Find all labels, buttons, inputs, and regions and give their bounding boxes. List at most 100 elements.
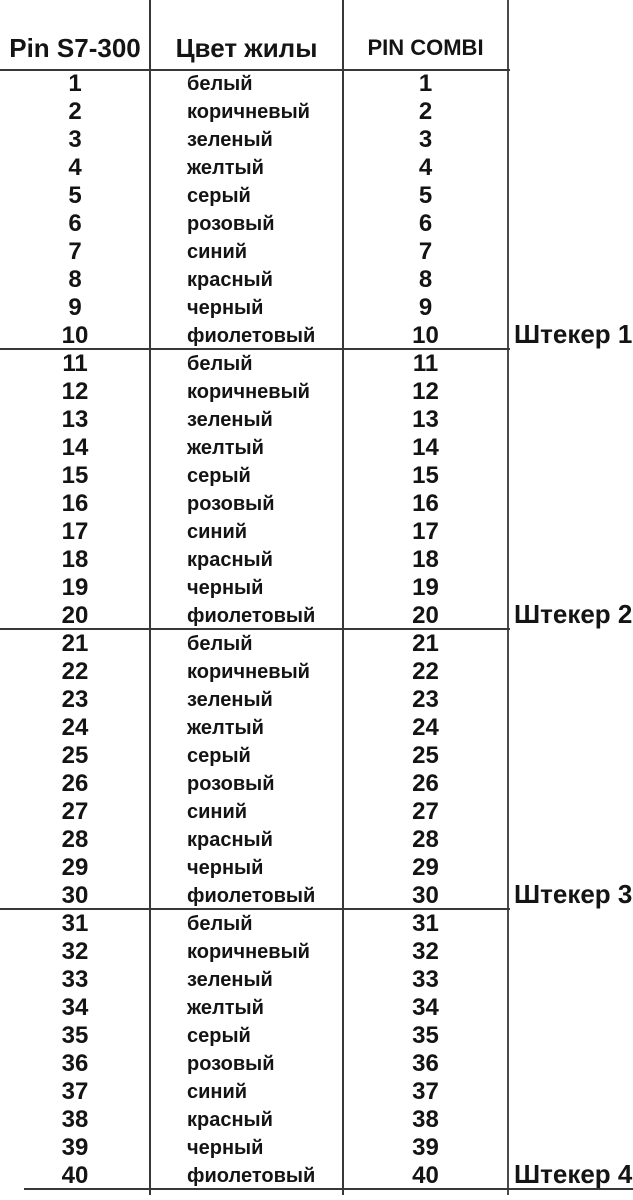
wire-color-cell: коричневый bbox=[187, 941, 310, 963]
wire-color-cell: фиолетовый bbox=[187, 1165, 316, 1187]
table-row: 15 серый 15 bbox=[0, 462, 633, 490]
table-row: 36 розовый 36 bbox=[0, 1050, 633, 1078]
pin-s7-cell: 18 bbox=[61, 546, 89, 573]
table-row: 24 желтый 24 bbox=[0, 714, 633, 742]
pin-s7-cell: 19 bbox=[61, 574, 89, 601]
table-row: 19 черный 19 bbox=[0, 574, 633, 602]
pin-s7-cell: 40 bbox=[61, 1162, 89, 1189]
wire-color-cell: серый bbox=[187, 1025, 251, 1047]
table-row: 25 серый 25 bbox=[0, 742, 633, 770]
pin-combi-cell: 2 bbox=[418, 98, 433, 125]
pin-s7-cell: 28 bbox=[61, 826, 89, 853]
table-row: 26 розовый 26 bbox=[0, 770, 633, 798]
pin-combi-cell: 27 bbox=[412, 798, 439, 825]
table-row: 34 желтый 34 bbox=[0, 994, 633, 1022]
wire-color-cell: белый bbox=[187, 913, 253, 935]
pin-combi-cell: 7 bbox=[418, 238, 433, 265]
pin-s7-cell: 15 bbox=[61, 462, 89, 489]
pin-s7-cell: 11 bbox=[62, 350, 88, 377]
pin-s7-cell: 8 bbox=[68, 266, 82, 293]
pin-combi-cell: 38 bbox=[412, 1106, 439, 1133]
pin-s7-cell: 35 bbox=[61, 1022, 89, 1049]
pin-combi-cell: 1 bbox=[418, 70, 433, 97]
pin-combi-cell: 19 bbox=[412, 574, 439, 601]
section-separator-line bbox=[24, 1188, 633, 1190]
wire-color-cell: коричневый bbox=[187, 101, 310, 123]
wire-color-cell: синий bbox=[187, 801, 248, 823]
pin-combi-cell: 4 bbox=[418, 154, 433, 181]
table-row: 28 красный 28 bbox=[0, 826, 633, 854]
wire-color-cell: фиолетовый bbox=[187, 605, 316, 627]
pin-combi-cell: 18 bbox=[412, 546, 439, 573]
pin-combi-cell: 29 bbox=[412, 854, 439, 881]
wire-color-cell: желтый bbox=[187, 157, 264, 179]
wire-color-cell: красный bbox=[187, 549, 273, 571]
pin-s7-cell: 5 bbox=[68, 182, 82, 209]
table-row: 29 черный 29 bbox=[0, 854, 633, 882]
pin-s7-cell: 36 bbox=[61, 1050, 89, 1077]
wire-color-cell: белый bbox=[187, 73, 253, 95]
wire-color-cell: зеленый bbox=[187, 409, 273, 431]
pin-combi-cell: 12 bbox=[412, 378, 439, 405]
header-underline bbox=[0, 69, 510, 71]
pin-combi-cell: 31 bbox=[412, 910, 439, 937]
table-row: 20 фиолетовый 20 bbox=[0, 602, 633, 630]
plug-section: 31 белый 31 32 коричневый 32 33 зеленый 33 34 желт… bbox=[0, 910, 633, 1190]
pin-s7-cell: 24 bbox=[61, 714, 89, 741]
table-row: 11 белый 11 bbox=[0, 350, 633, 378]
header-wire-color: Цвет жилы bbox=[175, 33, 318, 63]
table-row: 2 коричневый 2 bbox=[0, 98, 633, 126]
table-row: 4 желтый 4 bbox=[0, 154, 633, 182]
pin-s7-cell: 37 bbox=[61, 1078, 89, 1105]
wire-color-cell: зеленый bbox=[187, 689, 273, 711]
pin-combi-cell: 6 bbox=[418, 210, 433, 237]
plug-section: 21 белый 21 22 коричневый 22 23 зеленый 23 24 желт… bbox=[0, 630, 633, 910]
section-separator-line bbox=[0, 348, 510, 350]
wire-color-cell: красный bbox=[187, 269, 273, 291]
table-row: 7 синий 7 bbox=[0, 238, 633, 266]
pin-combi-cell: 40 bbox=[412, 1162, 439, 1189]
wire-color-cell: зеленый bbox=[187, 129, 273, 151]
table-row: 16 розовый 16 bbox=[0, 490, 633, 518]
pin-s7-cell: 12 bbox=[61, 378, 89, 405]
table-row: 9 черный 9 bbox=[0, 294, 633, 322]
pin-s7-cell: 9 bbox=[68, 294, 82, 321]
pin-combi-cell: 9 bbox=[418, 294, 433, 321]
table-header-row: Pin S7-300 Цвет жилы PIN COMBI bbox=[0, 0, 633, 70]
wire-color-cell: серый bbox=[187, 185, 251, 207]
pin-s7-cell: 39 bbox=[61, 1134, 89, 1161]
table-row: 3 зеленый 3 bbox=[0, 126, 633, 154]
pin-combi-cell: 11 bbox=[412, 350, 439, 377]
pin-combi-cell: 39 bbox=[412, 1134, 439, 1161]
pin-s7-cell: 17 bbox=[61, 518, 89, 545]
pin-combi-cell: 23 bbox=[412, 686, 439, 713]
pin-combi-cell: 30 bbox=[412, 882, 439, 909]
table-row: 31 белый 31 bbox=[0, 910, 633, 938]
pin-combi-cell: 36 bbox=[412, 1050, 439, 1077]
table-row: 1 белый 1 bbox=[0, 70, 633, 98]
table-row: 17 синий 17 bbox=[0, 518, 633, 546]
pin-s7-cell: 32 bbox=[61, 938, 89, 965]
wire-color-cell: коричневый bbox=[187, 661, 310, 683]
wire-color-cell: черный bbox=[187, 577, 264, 599]
pin-combi-cell: 34 bbox=[412, 994, 439, 1021]
pin-s7-cell: 26 bbox=[61, 770, 89, 797]
pin-combi-cell: 15 bbox=[412, 462, 439, 489]
pin-combi-cell: 13 bbox=[412, 406, 439, 433]
pin-combi-cell: 3 bbox=[418, 126, 433, 153]
wire-color-cell: желтый bbox=[187, 717, 264, 739]
pin-combi-cell: 5 bbox=[418, 182, 433, 209]
pin-s7-cell: 30 bbox=[61, 882, 89, 909]
pin-s7-cell: 16 bbox=[61, 490, 89, 517]
plug-label: Штекер 4 bbox=[514, 1159, 633, 1189]
pin-s7-cell: 14 bbox=[61, 434, 89, 461]
pin-combi-cell: 28 bbox=[412, 826, 439, 853]
wire-color-cell: красный bbox=[187, 829, 273, 851]
wire-color-cell: серый bbox=[187, 745, 251, 767]
pin-s7-cell: 25 bbox=[61, 742, 89, 769]
column-divider-2 bbox=[342, 0, 344, 1195]
wire-color-cell: желтый bbox=[187, 997, 264, 1019]
column-divider-3 bbox=[507, 0, 509, 1195]
pin-s7-cell: 3 bbox=[68, 126, 82, 153]
pin-combi-cell: 25 bbox=[412, 742, 439, 769]
